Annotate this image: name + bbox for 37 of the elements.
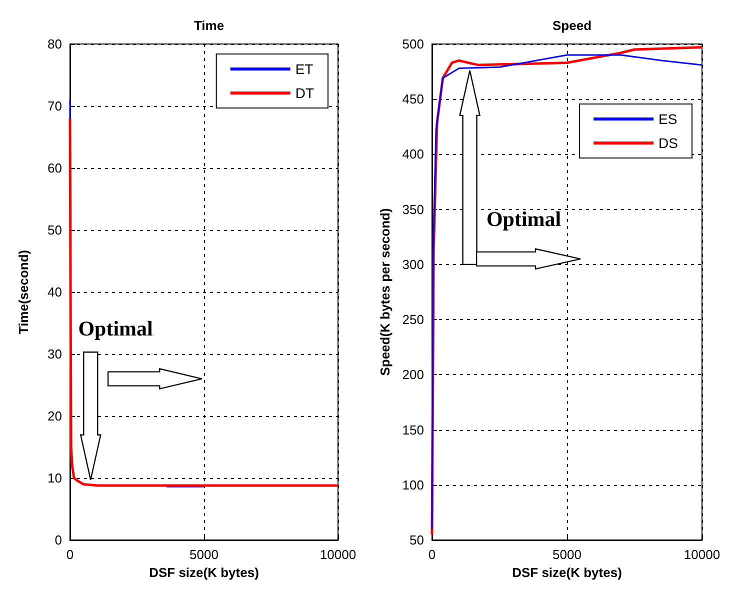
y-tick-label: 0 (54, 532, 62, 548)
annotation: Optimal (486, 206, 562, 231)
y-tick-label: 250 (402, 312, 424, 328)
y-tick-label: 70 (48, 98, 62, 114)
y-tick-label: 60 (48, 160, 62, 176)
annotation: Optimal (78, 316, 154, 340)
legend-label: DS (658, 135, 678, 151)
x-tick-label: 0 (428, 547, 436, 562)
x-axis-title: DSF size(K bytes) (149, 564, 259, 580)
chart-title: Speed (552, 18, 592, 33)
y-tick-label: 200 (402, 367, 424, 382)
y-tick-label: 40 (48, 284, 62, 300)
y-tick-label: 500 (402, 36, 424, 52)
y-tick-label: 50 (410, 532, 424, 548)
y-axis-title: Speed(K bytes per second) (377, 208, 392, 376)
y-axis-title: Time(second) (16, 250, 31, 334)
y-tick-label: 300 (402, 256, 424, 272)
y-tick-label: 400 (402, 146, 424, 162)
y-tick-label: 10 (48, 470, 62, 486)
x-axis-title: DSF size(K bytes) (512, 564, 622, 580)
y-tick-label: 150 (402, 422, 424, 438)
y-tick-label: 100 (402, 477, 424, 492)
x-tick-label: 5000 (552, 547, 582, 562)
x-tick-label: 10000 (320, 547, 356, 562)
legend-label: ET (295, 61, 314, 77)
x-tick-label: 5000 (190, 547, 218, 562)
y-tick-label: 30 (48, 346, 62, 362)
legend-label: DT (295, 85, 314, 101)
y-tick-label: 350 (402, 202, 424, 217)
y-tick-label: 50 (48, 222, 62, 238)
legend-label: ES (658, 111, 678, 127)
y-tick-label: 450 (402, 92, 424, 107)
y-tick-label: 80 (48, 36, 62, 52)
x-tick-label: 10000 (684, 547, 720, 562)
x-tick-label: 0 (66, 547, 74, 562)
y-tick-label: 20 (48, 408, 62, 424)
chart-title: Time (194, 18, 224, 33)
